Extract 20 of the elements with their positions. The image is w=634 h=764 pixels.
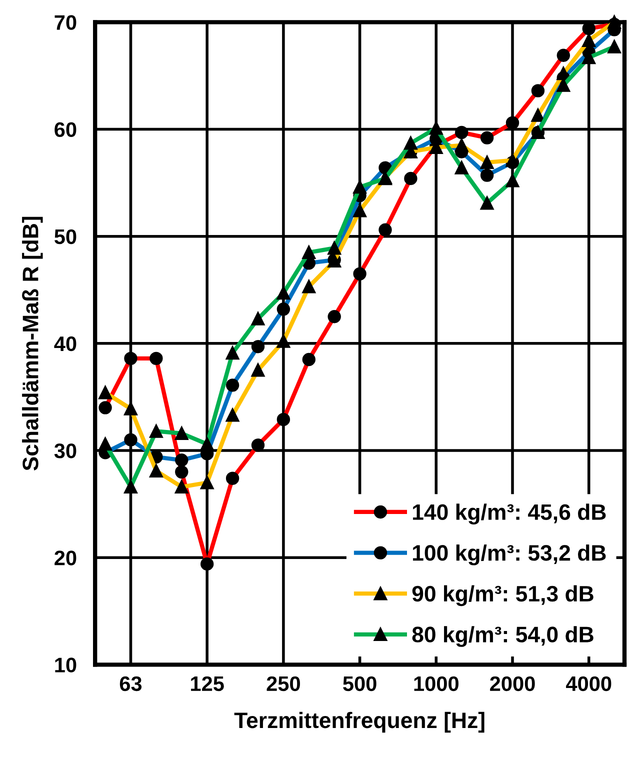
legend-label: 90 kg/m³: 51,3 dB: [412, 585, 594, 606]
y-axis-title: Schalldämm-Maß R [dB]: [22, 216, 43, 471]
y-tick-label: 70: [54, 15, 76, 30]
x-tick-label: 1000: [414, 676, 458, 692]
x-tick-label: 500: [343, 676, 376, 692]
x-tick-label: 63: [120, 676, 142, 692]
y-tick-label: 60: [54, 122, 76, 137]
legend-label: 140 kg/m³: 45,6 dB: [412, 504, 606, 524]
x-tick-label: 2000: [490, 676, 535, 692]
x-axis-title: Terzmittenfrequenz [Hz]: [234, 712, 484, 733]
y-tick-label: 20: [54, 550, 76, 566]
x-tick-label: 4000: [566, 676, 612, 692]
y-tick-label: 50: [54, 229, 76, 244]
x-tick-label: 125: [191, 676, 224, 692]
x-tick-label: 250: [266, 676, 300, 692]
y-tick-label: 10: [55, 658, 76, 672]
legend-label: 100 kg/m³: 53,2 dB: [412, 544, 606, 566]
y-tick-label: 40: [54, 336, 76, 352]
y-tick-label: 30: [54, 444, 76, 458]
legend-label: 80 kg/m³: 54,0 dB: [412, 626, 594, 647]
